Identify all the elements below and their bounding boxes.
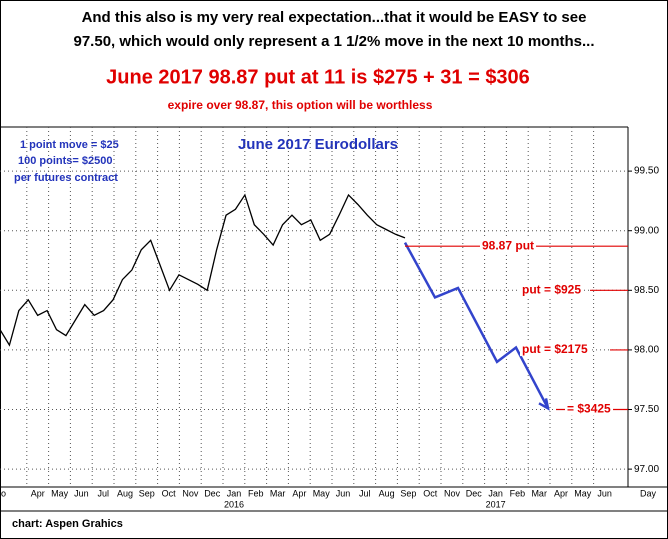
x-tick-label: Jul	[359, 488, 371, 498]
y-tick-label: 99.00	[634, 225, 659, 236]
x-tick-label: Nov	[182, 488, 199, 498]
chart-title: June 2017 Eurodollars	[238, 136, 398, 153]
x-tick-label: May	[313, 488, 331, 498]
arrow-head	[538, 398, 550, 411]
price-line	[0, 193, 406, 347]
footer: chart: Aspen Grahics	[12, 518, 123, 530]
x-tick-label: Sep	[139, 488, 155, 498]
x-tick-label: Oct	[162, 488, 177, 498]
level-label: = $3425	[567, 402, 611, 416]
y-tick-label: 98.50	[634, 285, 659, 296]
x-tick-label: Jun	[74, 488, 89, 498]
y-tick-label: 97.00	[634, 464, 659, 475]
x-tick-label: Jan	[488, 488, 503, 498]
x-tick-label: Sep	[400, 488, 416, 498]
x-tick-label: Dec	[466, 488, 483, 498]
x-tick-label: Apr	[31, 488, 45, 498]
header-line: And this also is my very real expectatio…	[82, 9, 587, 26]
x-tick-label: Mar	[531, 488, 547, 498]
level-label: put = $2175	[522, 342, 588, 356]
annotation: 100 points= $2500	[18, 155, 112, 167]
level-label: 98.87 put	[482, 238, 534, 252]
x-tick-label: Apr	[292, 488, 306, 498]
x-tick-label: Aug	[117, 488, 133, 498]
label-bg	[520, 342, 591, 357]
x-tick-label: Apr	[554, 488, 568, 498]
x-tick-label: Jun	[336, 488, 351, 498]
year-label: 2017	[486, 499, 506, 509]
x-tick-label: Jul	[97, 488, 109, 498]
annotation: per futures contract	[14, 172, 118, 184]
x-tick-label: May	[51, 488, 69, 498]
x-tick-label: Oct	[423, 488, 438, 498]
x-tick-label: Jan	[227, 488, 242, 498]
label-bg	[520, 282, 584, 297]
note: expire over 98.87, this option will be w…	[168, 98, 433, 112]
x-tick-label: Feb	[510, 488, 526, 498]
x-tick-label: Nov	[444, 488, 461, 498]
annotation: 1 point move = $25	[20, 139, 119, 151]
y-tick-label: 99.50	[634, 166, 659, 177]
x-tick-label: Dec	[204, 488, 221, 498]
x-axis-label: Day	[640, 488, 657, 498]
y-tick-label: 98.00	[634, 345, 659, 356]
x-tick-label: Jun	[597, 488, 612, 498]
level-label: put = $925	[522, 282, 581, 296]
x-tick-label: o	[1, 488, 6, 498]
year-label: 2016	[224, 499, 244, 509]
header-line: 97.50, which would only represent a 1 1/…	[74, 33, 595, 50]
headline: June 2017 98.87 put at 11 is $275 + 31 =…	[106, 66, 530, 88]
x-tick-label: May	[574, 488, 592, 498]
x-tick-label: Feb	[248, 488, 264, 498]
x-tick-label: Mar	[270, 488, 286, 498]
label-bg	[565, 401, 614, 416]
x-tick-label: Aug	[379, 488, 395, 498]
label-bg	[480, 238, 537, 253]
y-tick-label: 97.50	[634, 404, 659, 415]
projection-line	[403, 242, 550, 409]
